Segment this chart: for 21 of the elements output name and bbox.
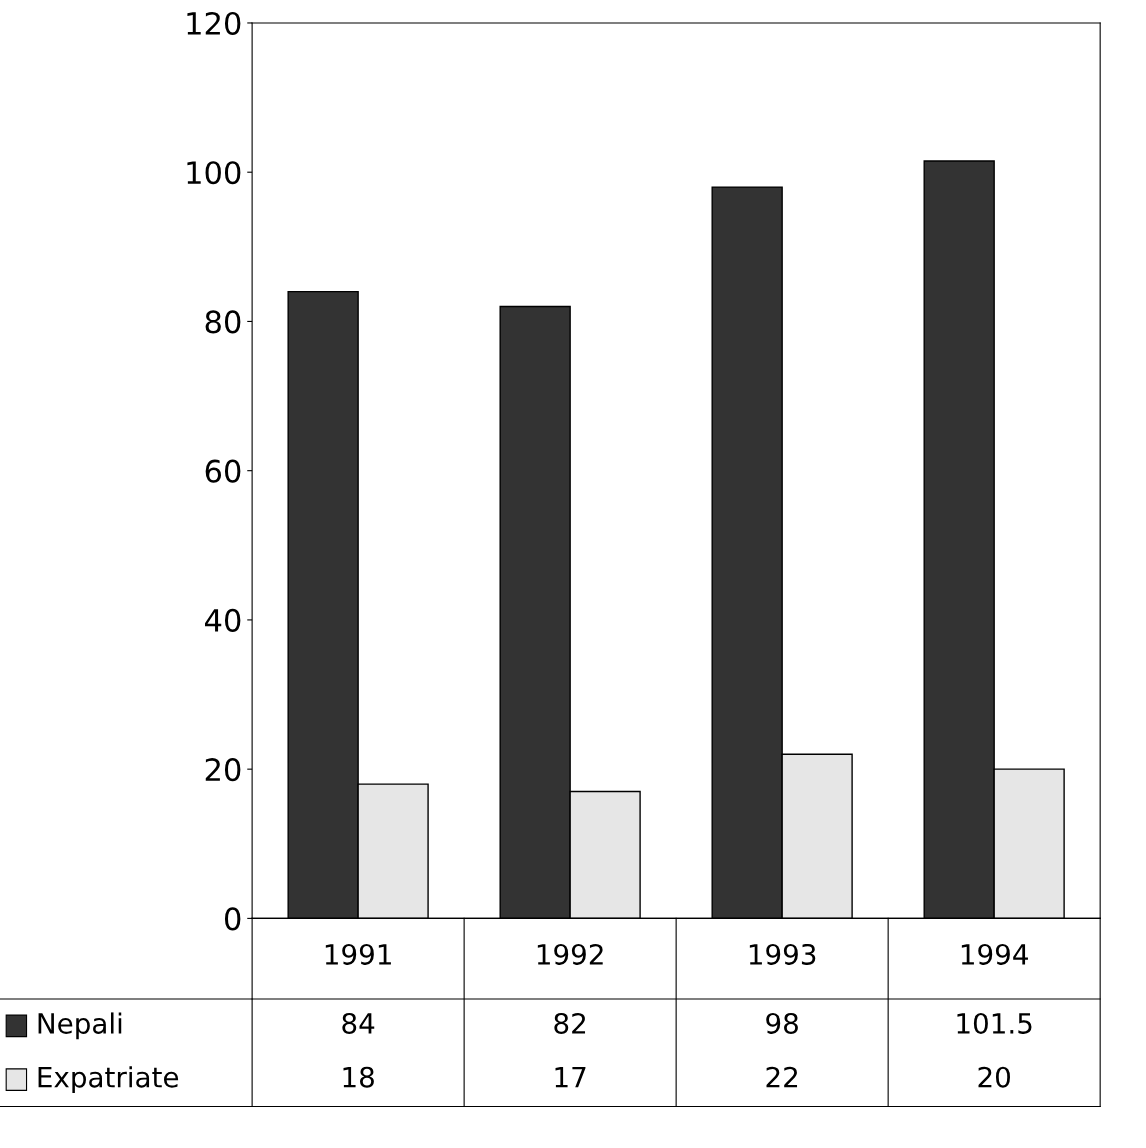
y-tick-label: 0 [224, 907, 241, 931]
data-label: 18 [343, 1066, 374, 1088]
data-label: 98 [766, 1012, 798, 1034]
data-label: 22 [766, 1066, 798, 1088]
x-tick-label: 1991 [325, 943, 391, 965]
y-tick-label: 120 [187, 11, 241, 35]
data-label: 82 [554, 1012, 586, 1034]
y-tick-label: 60 [205, 459, 241, 483]
x-tick-label: 1993 [749, 943, 816, 965]
data-label: 101.5 [957, 1012, 1032, 1034]
data-label: 17 [555, 1066, 586, 1088]
data-label: 84 [342, 1012, 375, 1034]
data-label: 20 [978, 1066, 1010, 1088]
y-tick-label: 40 [205, 608, 241, 632]
y-tick-label: 20 [205, 758, 241, 782]
x-tick-label: 1992 [537, 943, 603, 965]
y-tick-label: 100 [187, 161, 241, 185]
x-tick-label: 1994 [961, 943, 1028, 965]
legend-label: Expatriate [38, 1066, 179, 1094]
legend-label: Nepali [38, 1012, 122, 1040]
y-tick-label: 80 [205, 310, 241, 334]
